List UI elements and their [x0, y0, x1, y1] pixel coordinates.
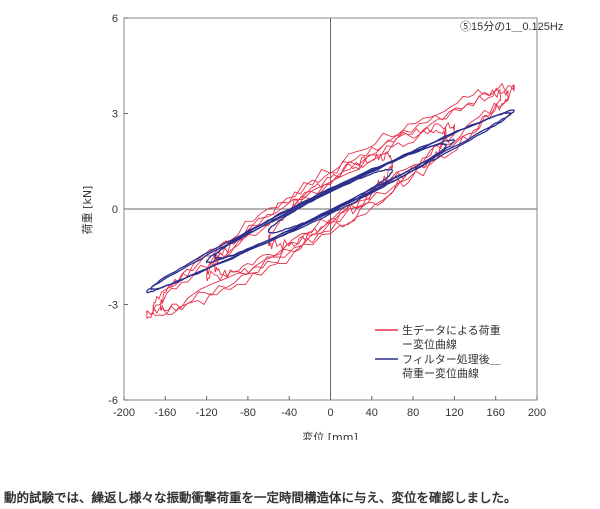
x-tick-label: 160	[487, 407, 505, 419]
legend-raw-label: 生データによる荷重	[402, 323, 501, 337]
legend: 生データによる荷重 ー変位曲線 フィルター処理後＿ 荷重ー変位曲線	[375, 323, 501, 380]
y-tick-label: -3	[108, 300, 118, 312]
filtered-loop-3	[213, 142, 447, 260]
series-filtered	[146, 109, 515, 294]
x-tick-label: -80	[240, 407, 256, 419]
x-tick-label: 40	[366, 407, 378, 419]
caption: 動的試験では、繰返し様々な振動衝撃荷重を一定時間構造体に与え、変位を確認しました…	[4, 490, 517, 505]
y-tick-label: 0	[112, 204, 118, 216]
x-tick-label: -40	[281, 407, 297, 419]
filtered-loop-2	[205, 138, 455, 264]
filtered-loop-1	[150, 110, 511, 291]
x-tick-label: -200	[113, 407, 135, 419]
y-axis-title: 荷重 [kN]	[80, 186, 94, 235]
legend-raw-label-2: ー変位曲線	[402, 337, 457, 351]
x-axis-title: 変位 [mm]	[302, 430, 358, 440]
x-tick-label: -160	[154, 407, 176, 419]
legend-filtered-label: フィルター処理後＿	[402, 352, 501, 366]
series-layer	[146, 82, 515, 320]
y-tick-label: -6	[108, 395, 118, 407]
x-tick-label: 80	[407, 407, 419, 419]
x-tick-label: 200	[528, 407, 546, 419]
y-tick-label: 3	[112, 109, 118, 121]
x-tick-label: -120	[196, 407, 218, 419]
y-tick-label: 6	[112, 13, 118, 25]
chart-title: ⑤15分の1＿0.125Hz	[460, 20, 563, 33]
load-displacement-chart: -200 -160 -120 -80 -40 0 40 80 120 160 200-6-3036 …	[80, 13, 563, 440]
x-tick-label: 120	[445, 407, 463, 419]
raw-loop-5	[159, 88, 502, 316]
x-tick-label: 0	[327, 407, 333, 419]
axis-ticks: -200 -160 -120 -80 -40 0 40 80 120 160 200 -6 -3 0 3 6	[108, 13, 546, 419]
legend-filtered-label-2: 荷重ー変位曲線	[402, 366, 479, 380]
zero-lines	[124, 18, 537, 400]
raw-loop-2	[206, 121, 455, 282]
filtered-loop-4	[267, 168, 394, 234]
